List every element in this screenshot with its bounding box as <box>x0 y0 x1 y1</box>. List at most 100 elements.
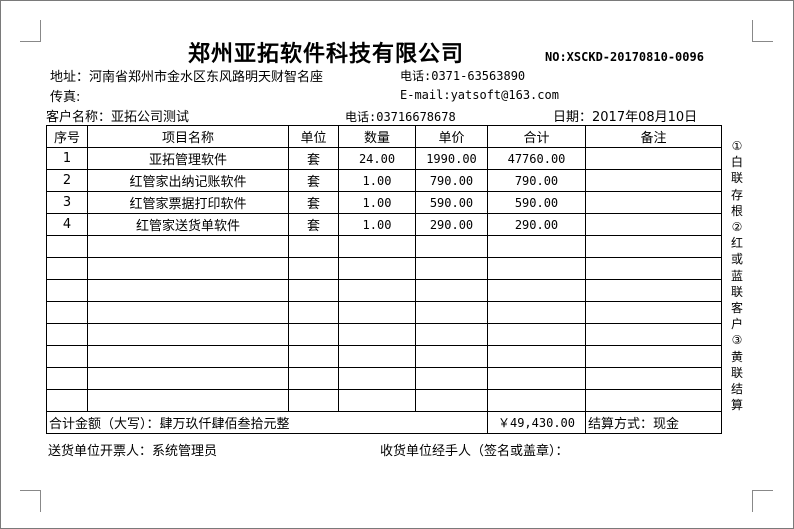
table-cell <box>338 301 416 324</box>
empty-row <box>46 323 722 346</box>
company-title: 郑州亚拓软件科技有限公司 <box>188 42 465 67</box>
table-cell: 3 <box>46 191 88 214</box>
table-cell <box>415 257 488 280</box>
table-cell <box>338 389 416 412</box>
table-cell: 1.00 <box>338 213 416 236</box>
corner-mark <box>20 41 41 42</box>
table-cell <box>487 367 586 390</box>
table-cell: 红管家票据打印软件 <box>87 191 289 214</box>
table-cell <box>288 389 339 412</box>
customer-name: 客户名称：亚拓公司测试 <box>46 110 190 125</box>
table-cell <box>46 279 88 302</box>
table-cell: 红管家送货单软件 <box>87 213 289 236</box>
table-row: 3 红管家票据打印软件套 1.00 590.00 590.00 <box>46 191 722 214</box>
table-cell <box>338 323 416 346</box>
corner-mark <box>20 490 41 491</box>
table-cell <box>585 345 722 368</box>
table-cell <box>288 257 339 280</box>
table-cell <box>487 301 586 324</box>
table-cell <box>87 235 289 258</box>
corner-mark <box>40 490 41 512</box>
table-row: 2 红管家出纳记账软件套 1.00 790.00 790.00 <box>46 169 722 192</box>
table-cell <box>87 389 289 412</box>
table-cell: 590.00 <box>415 191 488 214</box>
table-cell: 套 <box>288 169 339 192</box>
empty-row <box>46 345 722 368</box>
table-cell <box>46 367 88 390</box>
table-row: 1 亚拓管理软件套 24.00 1990.00 47760.00 <box>46 147 722 170</box>
corner-mark <box>40 20 41 42</box>
table-cell <box>338 367 416 390</box>
email: E-mail:yatsoft@163.com <box>400 88 559 102</box>
table-cell <box>487 345 586 368</box>
table-cell: 24.00 <box>338 147 416 170</box>
table-cell: 套 <box>288 147 339 170</box>
table-cell <box>46 345 88 368</box>
table-cell: 790.00 <box>415 169 488 192</box>
table-cell <box>87 257 289 280</box>
table-cell <box>415 345 488 368</box>
copy-note: ①白联存根②红或蓝联客户③黄联结算 <box>730 139 743 413</box>
table-cell <box>87 301 289 324</box>
document-number: NO:XSCKD-20170810-0096 <box>545 50 704 64</box>
table-cell <box>46 257 88 280</box>
table-cell <box>585 389 722 412</box>
table-cell <box>87 279 289 302</box>
table-cell <box>487 257 586 280</box>
table-cell <box>415 301 488 324</box>
empty-row <box>46 279 722 302</box>
table-cell <box>288 301 339 324</box>
table-cell <box>487 323 586 346</box>
table-cell <box>87 367 289 390</box>
table-cell: 套 <box>288 191 339 214</box>
table-cell <box>487 389 586 412</box>
empty-row <box>46 235 722 258</box>
table-cell <box>288 279 339 302</box>
customer-phone: 电话:03716678678 <box>345 110 456 124</box>
header-cell: 项目名称 <box>87 125 289 148</box>
table-cell <box>46 323 88 346</box>
header-cell: 单价 <box>415 125 488 148</box>
table-cell <box>288 235 339 258</box>
table-cell <box>415 235 488 258</box>
total-row: 合计金额（大写）：肆万玖仟肆佰叁拾元整 ￥49,430.00 结算方式：现金 <box>46 411 722 434</box>
total-amount: ￥49,430.00 <box>487 411 586 434</box>
receiver: 收货单位经手人（签名或盖章）： <box>380 444 569 459</box>
header-cell: 单位 <box>288 125 339 148</box>
corner-mark <box>752 490 773 491</box>
header-cell: 序号 <box>46 125 88 148</box>
table-cell <box>585 235 722 258</box>
issuer: 送货单位开票人：系统管理员 <box>48 444 218 459</box>
fax: 传真: <box>50 90 81 105</box>
table-cell <box>487 279 586 302</box>
table-cell <box>415 323 488 346</box>
date: 日期：2017年08月10日 <box>553 110 698 125</box>
table-cell <box>585 279 722 302</box>
corner-mark <box>752 20 753 42</box>
table-cell <box>585 257 722 280</box>
address: 地址：河南省郑州市金水区东风路明天财智名座 <box>50 70 324 85</box>
table-cell <box>46 235 88 258</box>
table-cell <box>585 323 722 346</box>
table-cell <box>585 301 722 324</box>
table-cell: 1 <box>46 147 88 170</box>
table-cell: 套 <box>288 213 339 236</box>
table-cell: 590.00 <box>487 191 586 214</box>
table-cell <box>338 345 416 368</box>
corner-mark <box>752 490 753 512</box>
table-cell: 290.00 <box>415 213 488 236</box>
header-cell: 合计 <box>487 125 586 148</box>
table-cell <box>585 147 722 170</box>
table-cell <box>338 235 416 258</box>
company-phone: 电话:0371-63563890 <box>400 69 526 83</box>
table-cell <box>585 191 722 214</box>
table-cell: 1.00 <box>338 191 416 214</box>
table-cell <box>415 389 488 412</box>
table-cell <box>338 279 416 302</box>
payment-method: 结算方式：现金 <box>585 411 722 434</box>
table-cell: 790.00 <box>487 169 586 192</box>
table-header: 序号 项目名称 单位 数量 单价 合计 备注 <box>46 125 722 148</box>
table-cell <box>46 301 88 324</box>
table-cell: 红管家出纳记账软件 <box>87 169 289 192</box>
empty-row <box>46 367 722 390</box>
